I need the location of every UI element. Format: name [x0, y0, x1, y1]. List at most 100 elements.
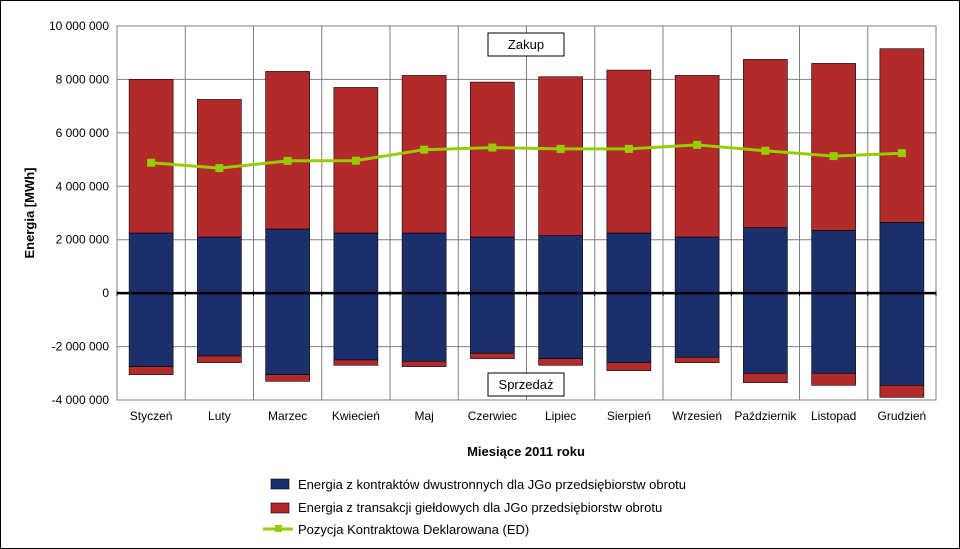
bar-exchange-sell [811, 372, 856, 386]
bar-contracts-sell [265, 292, 310, 375]
x-tick-label: Grudzień [878, 409, 927, 423]
zero-axis [116, 291, 937, 297]
position-marker [761, 146, 770, 155]
bar-contracts-buy [811, 230, 856, 294]
bar-contracts-sell [470, 292, 515, 354]
legend-item-position: Pozycja Kontraktowa Deklarowana (ED) [263, 522, 529, 537]
y-tick-label: 6 000 000 [56, 126, 110, 140]
x-tick-label: Maj [414, 409, 433, 423]
bar-exchange-buy [265, 71, 310, 230]
x-tick-label: Kwiecień [332, 409, 380, 423]
bar-exchange-sell [470, 352, 515, 359]
bar-contracts-sell [197, 292, 242, 357]
y-tick-label: 4 000 000 [56, 179, 110, 193]
legend: Energia z kontraktów dwustronnych dla JG… [263, 477, 686, 537]
bar-exchange-buy [879, 48, 925, 223]
position-marker [829, 152, 838, 161]
x-tick-label: Czerwiec [468, 409, 517, 423]
bar-contracts-sell [743, 292, 788, 374]
x-tick-label: Luty [208, 409, 231, 423]
legend-item-exchange: Energia z transakcji giełdowych dla JGo … [270, 500, 662, 515]
x-tick-label: Sierpień [607, 409, 651, 423]
bar-contracts-sell [811, 292, 856, 374]
bar-exchange-buy [470, 81, 515, 238]
line-series [147, 140, 906, 173]
bar-contracts-sell [128, 292, 174, 367]
x-tick-label: Marzec [268, 409, 307, 423]
y-tick-label: 0 [102, 286, 109, 300]
x-tick-label: Listopad [811, 409, 856, 423]
bar-contracts-buy [333, 232, 379, 294]
y-tick-label: 10 000 000 [49, 19, 109, 33]
legend-swatch-exchange [270, 502, 290, 514]
bar-exchange-buy [538, 76, 583, 237]
bar-contracts-sell [538, 292, 583, 359]
bar-exchange-sell [743, 372, 788, 383]
buy-annotation-label: Zakup [508, 37, 544, 52]
bar-contracts-buy [401, 232, 447, 294]
legend-label-exchange: Energia z transakcji giełdowych dla JGo … [298, 500, 662, 515]
bar-exchange-buy [401, 75, 447, 234]
position-marker [897, 149, 906, 158]
bar-exchange-buy [743, 59, 788, 228]
bar-contracts-sell [606, 292, 652, 363]
bar-exchange-buy [128, 79, 174, 234]
legend-item-contracts: Energia z kontraktów dwustronnych dla JG… [270, 477, 686, 492]
position-marker [283, 156, 292, 165]
y-tick-labels: 10 000 000 8 000 000 6 000 000 4 000 000 2 0… [49, 19, 109, 407]
sell-annotation-label: Sprzedaż [499, 377, 554, 392]
position-marker [556, 144, 565, 153]
bar-contracts-buy [470, 236, 515, 294]
x-tick-label: Wrzesień [672, 409, 722, 423]
legend-swatch-contracts [270, 478, 290, 490]
bar-contracts-sell [879, 292, 925, 386]
y-tick-label: -2 000 000 [52, 340, 110, 354]
bar-exchange-buy [811, 63, 856, 231]
position-marker [351, 156, 360, 165]
position-marker [488, 143, 497, 152]
position-marker [147, 158, 156, 167]
bar-contracts-buy [128, 232, 174, 294]
position-marker [420, 145, 429, 154]
bar-exchange-sell [606, 362, 652, 371]
bar-exchange-sell [674, 356, 720, 363]
bar-contracts-buy [674, 236, 720, 294]
x-axis-title: Miesiące 2011 roku [467, 444, 585, 459]
y-tick-label: -4 000 000 [52, 393, 110, 407]
x-tick-label: Lipiec [545, 409, 576, 423]
legend-label-contracts: Energia z kontraktów dwustronnych dla JG… [298, 477, 686, 492]
buy-annotation-box: Zakup [487, 32, 565, 57]
legend-label-position: Pozycja Kontraktowa Deklarowana (ED) [298, 522, 529, 537]
y-axis-title: Energia [MWh] [22, 168, 37, 259]
bar-contracts-buy [879, 222, 925, 294]
bar-exchange-sell [197, 355, 242, 363]
position-line [150, 143, 902, 170]
x-tick-label: Styczeń [130, 409, 173, 423]
bar-exchange-sell [265, 374, 310, 382]
bar-contracts-buy [743, 227, 788, 294]
bar-exchange-buy [674, 75, 720, 238]
bar-exchange-sell [879, 385, 925, 398]
bars [128, 48, 925, 398]
bar-contracts-sell [333, 292, 379, 361]
sell-annotation-box: Sprzedaż [487, 372, 565, 397]
x-tick-labels: Styczeń Luty Marzec Kwiecień Maj Czerwiec Lipi… [130, 409, 926, 423]
x-tick-label: Październik [734, 409, 797, 423]
position-marker [624, 144, 633, 153]
bar-exchange-sell [333, 359, 379, 366]
bar-exchange-sell [401, 360, 447, 367]
y-tick-label: 8 000 000 [56, 72, 110, 86]
bar-contracts-sell [674, 292, 720, 358]
bar-contracts-buy [606, 232, 652, 294]
position-marker [693, 140, 702, 149]
y-tick-label: 2 000 000 [56, 233, 110, 247]
bar-exchange-sell [128, 366, 174, 375]
position-marker [215, 164, 224, 173]
bar-contracts-buy [538, 235, 583, 294]
bar-contracts-sell [401, 292, 447, 362]
bar-contracts-buy [265, 228, 310, 294]
bar-exchange-sell [538, 358, 583, 366]
bar-contracts-buy [197, 236, 242, 294]
legend-marker-position [275, 525, 282, 532]
